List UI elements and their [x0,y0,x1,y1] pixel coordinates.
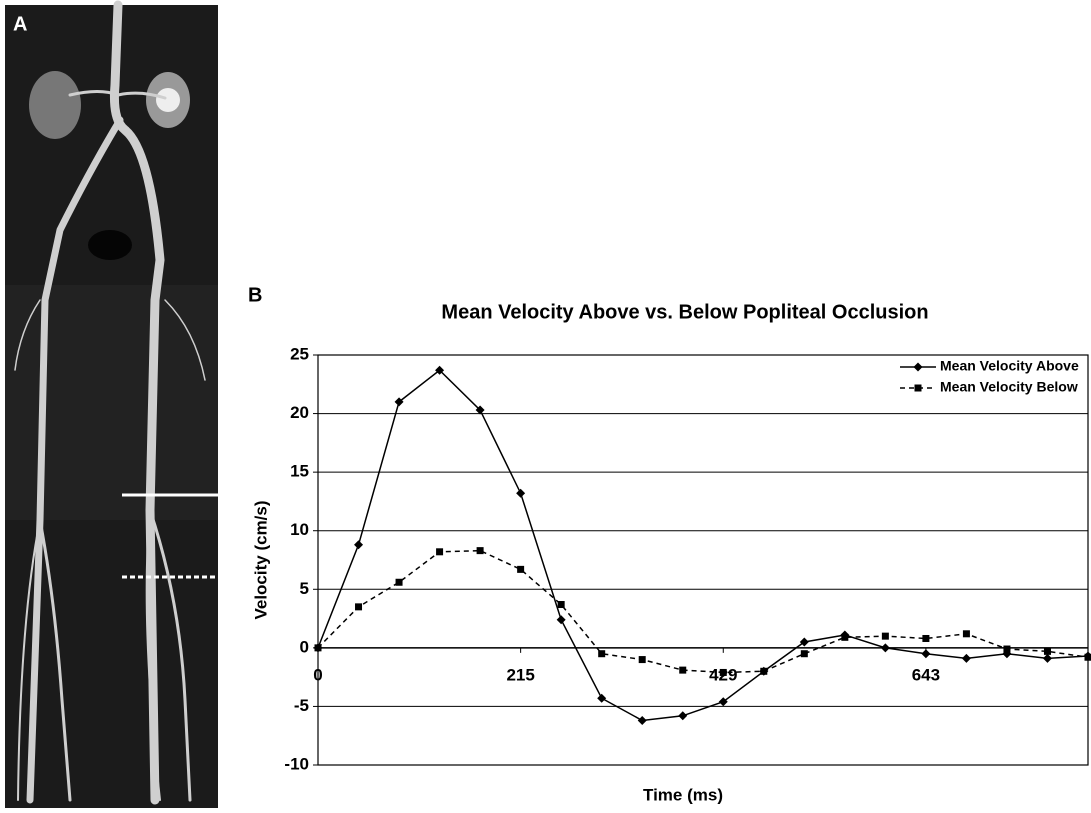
data-point [760,668,767,675]
data-point [517,566,524,573]
data-point [1003,646,1010,653]
legend-label: Mean Velocity Above [940,358,1079,374]
x-tick-label: 215 [506,665,534,684]
angiogram-image [5,5,218,808]
data-point [922,635,929,642]
data-point [477,547,484,554]
data-point [638,716,647,725]
data-point [558,601,565,608]
y-tick-label: 20 [290,403,309,422]
data-point [639,656,646,663]
data-point [436,548,443,555]
data-point [1044,648,1051,655]
series-line [318,370,1088,720]
legend-marker [915,385,922,392]
x-axis-title: Time (ms) [643,785,723,804]
y-tick-label: -10 [284,754,309,773]
data-point [678,711,687,720]
panel-label: B [248,284,262,306]
legend-marker [914,363,923,372]
data-point [801,650,808,657]
data-point [557,615,566,624]
y-tick-label: 0 [300,637,309,656]
data-point [679,667,686,674]
data-point [881,643,890,652]
y-tick-label: -5 [294,696,309,715]
x-tick-label: 0 [313,665,322,684]
data-point [841,634,848,641]
data-point [355,603,362,610]
data-point [963,630,970,637]
chart-title: Mean Velocity Above vs. Below Popliteal … [441,301,928,323]
y-tick-label: 25 [290,344,309,363]
y-tick-label: 15 [290,462,309,481]
data-point [1043,654,1052,663]
legend-label: Mean Velocity Below [940,379,1078,395]
y-tick-label: 5 [300,579,309,598]
plot-frame [318,355,1088,765]
data-point [720,669,727,676]
data-point [598,650,605,657]
y-tick-label: 10 [290,520,309,539]
data-point [882,633,889,640]
data-point [1085,654,1091,661]
data-point [921,649,930,658]
data-point [396,579,403,586]
y-axis-title: Velocity (cm/s) [251,500,270,619]
panel-label: A [13,13,27,35]
x-tick-label: 643 [912,665,940,684]
data-point [354,540,363,549]
series-line [318,551,1088,673]
data-point [597,694,606,703]
data-point [315,644,322,651]
data-point [962,654,971,663]
data-point [516,489,525,498]
